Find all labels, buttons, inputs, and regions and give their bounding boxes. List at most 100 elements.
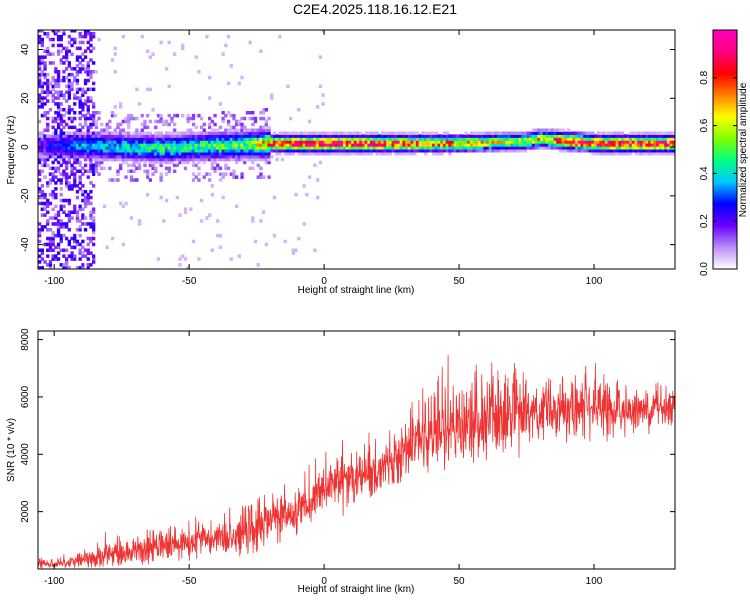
heatmap-cell: [240, 137, 244, 141]
heatmap-cell: [40, 201, 44, 206]
heatmap-cell: [515, 131, 520, 135]
heatmap-cell: [340, 143, 344, 147]
heatmap-cell: [205, 157, 209, 162]
heatmap-cell: [278, 134, 282, 138]
heatmap-cell: [216, 128, 220, 132]
heatmap-cell: [92, 219, 96, 223]
heatmap-cell: [383, 151, 387, 156]
heatmap-cell: [191, 113, 196, 118]
heatmap-cell: [585, 134, 590, 138]
heatmap-cell: [486, 140, 490, 144]
heatmap-cell: [113, 143, 117, 147]
heatmap-cell: [51, 99, 55, 103]
heatmap-cell: [372, 140, 376, 144]
heatmap-cell: [92, 87, 96, 92]
heatmap-cell: [491, 131, 495, 135]
heatmap-cell: [380, 140, 385, 144]
heatmap-cell: [199, 143, 204, 147]
heatmap-cell: [81, 213, 85, 217]
heatmap-cell: [575, 131, 579, 135]
heatmap-cell: [129, 175, 134, 179]
heatmap-cell: [175, 131, 179, 135]
heatmap-cell: [469, 146, 474, 150]
heatmap-cell: [59, 151, 63, 156]
heatmap-cell: [650, 146, 654, 150]
heatmap-cell: [70, 257, 74, 261]
heatmap-cell: [332, 137, 336, 141]
heatmap-cell: [43, 201, 47, 206]
heatmap-cell: [89, 70, 93, 74]
heatmap-cell: [83, 254, 88, 258]
heatmap-cell: [51, 166, 55, 171]
heatmap-cell: [513, 134, 517, 138]
heatmap-cell: [65, 257, 69, 261]
heatmap-cell: [253, 146, 258, 150]
heatmap-cell: [75, 143, 80, 147]
heatmap-cell: [81, 149, 85, 153]
heatmap-cell: [43, 64, 47, 68]
heatmap-cell: [226, 122, 231, 127]
heatmap-cell: [199, 149, 204, 153]
heatmap-cell: [102, 128, 107, 132]
heatmap-cell: [81, 113, 85, 118]
snr-x-label: Height of straight line (km): [298, 584, 415, 595]
heatmap-cell: [270, 140, 274, 144]
heatmap-cell: [40, 58, 44, 62]
heatmap-cell: [86, 201, 90, 206]
heatmap-cell: [170, 119, 174, 124]
heatmap-cell: [332, 151, 336, 156]
heatmap-cell: [167, 134, 171, 138]
heatmap-cell: [148, 143, 152, 147]
heatmap-cell: [181, 134, 185, 138]
heatmap-cell: [432, 149, 436, 153]
heatmap-cell: [240, 134, 244, 138]
heatmap-cell: [129, 157, 134, 162]
heatmap-cell: [89, 166, 93, 171]
heatmap-cell: [237, 81, 241, 86]
heatmap-cell: [251, 151, 255, 156]
heatmap-cell: [664, 149, 668, 153]
heatmap-cell: [54, 151, 58, 156]
heatmap-cell: [232, 131, 236, 135]
heatmap-cell: [297, 131, 301, 135]
heatmap-cell: [167, 166, 171, 171]
heatmap-cell: [445, 134, 449, 138]
heatmap-cell: [356, 131, 360, 135]
heatmap-cell: [588, 131, 592, 135]
heatmap-cell: [127, 169, 131, 173]
heatmap-cell: [208, 137, 212, 141]
heatmap-cell: [464, 131, 468, 135]
heatmap-cell: [56, 108, 61, 112]
heatmap-cell: [56, 137, 61, 141]
heatmap-cell: [191, 131, 196, 135]
heatmap-cell: [556, 134, 560, 138]
heatmap-cell: [67, 131, 71, 135]
heatmap-cell: [51, 254, 55, 258]
heatmap-cell: [235, 119, 239, 124]
heatmap-cell: [591, 143, 595, 147]
heatmap-cell: [661, 143, 665, 147]
heatmap-cell: [81, 245, 85, 250]
chart-title: C2E4.2025.118.16.12.E21: [293, 1, 457, 17]
heatmap-cell: [186, 134, 190, 138]
heatmap-cell: [424, 134, 428, 138]
heatmap-cell: [86, 157, 90, 162]
heatmap-cell: [210, 163, 214, 168]
heatmap-cell: [48, 260, 53, 264]
heatmap-cell: [232, 157, 236, 162]
heatmap-cell: [267, 175, 271, 179]
heatmap-cell: [545, 137, 549, 141]
heatmap-cell: [507, 149, 511, 153]
heatmap-cell: [65, 236, 69, 241]
heatmap-cell: [154, 137, 158, 141]
heatmap-cell: [113, 128, 117, 132]
heatmap-cell: [135, 149, 139, 153]
heatmap-cell: [372, 137, 376, 141]
heatmap-cell: [604, 134, 609, 138]
heatmap-cell: [38, 172, 42, 176]
heatmap-cell: [259, 49, 263, 53]
heatmap-cell: [324, 137, 328, 141]
heatmap-cell: [62, 134, 66, 138]
heatmap-cell: [307, 134, 312, 138]
heatmap-cell: [410, 131, 414, 135]
